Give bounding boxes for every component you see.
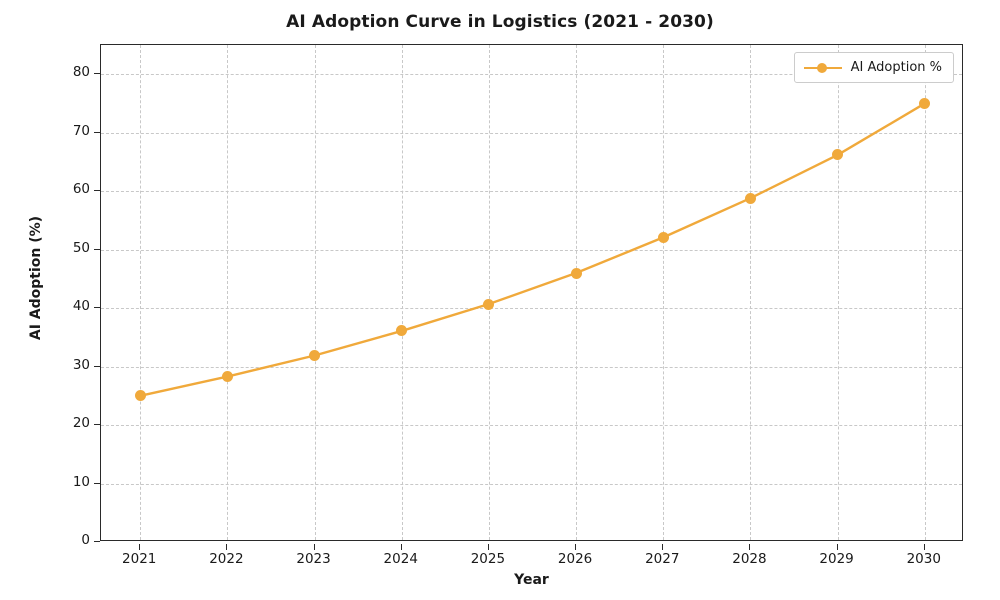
y-tick-mark: [94, 541, 100, 542]
y-tick-label: 40: [72, 298, 90, 315]
plot-area: AI Adoption %: [100, 44, 963, 541]
line-series-path: [139, 102, 926, 398]
gridline-vertical: [140, 45, 142, 540]
x-tick-label: 2023: [296, 551, 331, 567]
x-tick-label: 2022: [209, 551, 244, 567]
x-tick-label: 2024: [383, 551, 418, 567]
gridline-vertical: [837, 45, 839, 540]
gridline-horizontal: [101, 191, 962, 193]
x-tick-label: 2028: [732, 551, 767, 567]
y-tick-mark: [94, 131, 100, 133]
gridline-vertical: [488, 45, 490, 540]
gridline-horizontal: [101, 132, 962, 134]
y-tick-label: 80: [72, 64, 90, 81]
y-tick-label: 70: [72, 122, 90, 139]
gridline-horizontal: [101, 308, 962, 310]
x-axis-tick-labels: 2021 2022 2023 2024 2025 2026 2027 2028 2029 2030: [100, 544, 963, 574]
data-point-marker: [309, 349, 321, 361]
x-tick-label: 2021: [122, 551, 157, 567]
data-point-marker: [134, 390, 146, 402]
x-tick-mark: [487, 544, 489, 550]
x-tick-mark: [313, 544, 315, 550]
x-tick-mark: [749, 544, 751, 550]
gridline-vertical: [576, 45, 578, 540]
gridline-horizontal: [101, 366, 962, 368]
x-tick-label: 2027: [645, 551, 680, 567]
gridline-horizontal: [101, 249, 962, 251]
legend-label-ai-adoption: AI Adoption %: [850, 60, 942, 75]
gridline-vertical: [750, 45, 752, 540]
chart-legend[interactable]: AI Adoption %: [793, 52, 954, 83]
x-axis-title: Year: [514, 572, 549, 588]
data-point-marker: [483, 298, 495, 310]
gridline-horizontal: [101, 483, 962, 485]
gridline-vertical: [924, 45, 926, 540]
data-point-marker: [657, 231, 669, 243]
y-tick-mark: [94, 307, 100, 309]
x-tick-label: 2030: [906, 551, 941, 567]
data-series-layer: [101, 45, 962, 540]
data-point-marker: [221, 371, 233, 383]
data-point-marker: [919, 97, 931, 109]
x-tick-mark: [575, 544, 577, 550]
y-tick-label: 60: [72, 181, 90, 198]
x-tick-mark: [400, 544, 402, 550]
data-point-marker: [396, 325, 408, 337]
y-tick-mark: [94, 365, 100, 367]
y-axis-tick-labels: 0 10 20 30 40 50 60 70 80: [0, 44, 1000, 548]
x-tick-label: 2026: [557, 551, 593, 567]
x-tick-label: 2029: [819, 551, 854, 567]
y-tick-label: 10: [72, 473, 90, 490]
y-tick-mark: [94, 248, 100, 250]
gridlines: [101, 45, 962, 540]
legend-swatch-ai-adoption: [803, 62, 842, 74]
x-tick-mark: [836, 544, 838, 550]
gridline-horizontal: [101, 425, 962, 427]
x-tick-label: 2025: [470, 551, 506, 567]
x-tick-mark: [226, 544, 228, 550]
y-tick-mark: [94, 190, 100, 192]
x-tick-mark: [662, 544, 664, 550]
gridline-vertical: [663, 45, 665, 540]
gridline-vertical: [401, 45, 403, 540]
y-tick-label: 0: [81, 532, 90, 548]
y-tick-mark: [94, 73, 100, 75]
gridline-horizontal: [101, 74, 962, 76]
gridline-vertical: [314, 45, 316, 540]
y-tick-label: 30: [72, 356, 90, 373]
gridline-vertical: [227, 45, 229, 540]
y-tick-label: 50: [72, 239, 90, 256]
y-tick-label: 20: [72, 415, 90, 432]
y-tick-mark: [94, 482, 100, 484]
data-point-marker: [832, 149, 844, 161]
y-tick-mark: [94, 424, 100, 426]
x-tick-mark: [923, 544, 925, 550]
chart-title: AI Adoption Curve in Logistics (2021 - 2…: [286, 12, 714, 32]
x-tick-mark: [139, 544, 141, 550]
data-point-marker: [744, 192, 756, 204]
data-point-marker: [570, 267, 582, 279]
